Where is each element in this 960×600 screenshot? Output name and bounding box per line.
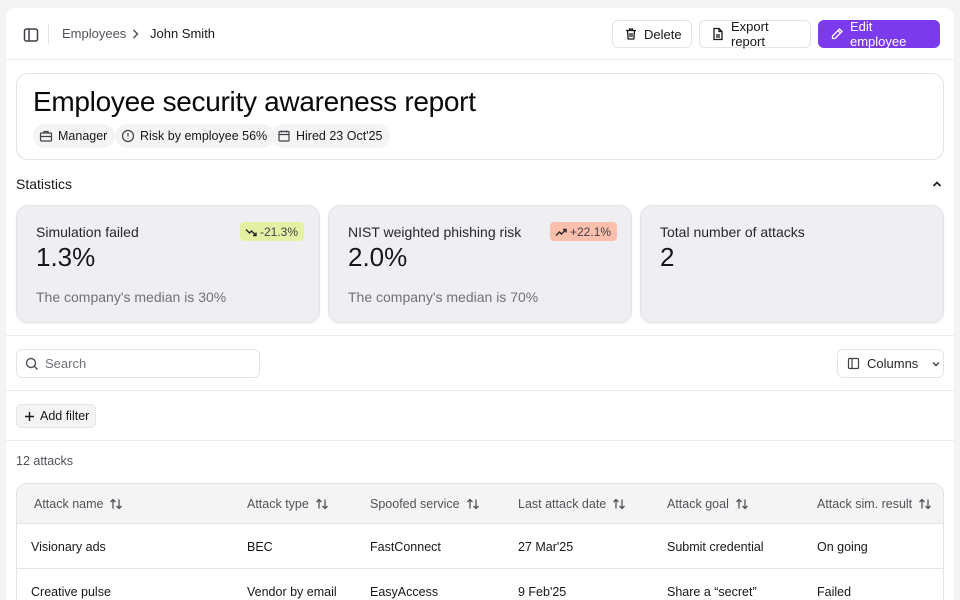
chevron-up-icon[interactable]: [931, 178, 943, 190]
search-field[interactable]: [16, 349, 260, 378]
attacks-table: Attack name Attack type Spoofed service …: [16, 483, 944, 600]
sort-icon: [466, 498, 479, 510]
sort-icon: [919, 498, 932, 510]
columns-label: Columns: [867, 356, 919, 371]
trend-up-icon: [555, 228, 567, 236]
cell-attack-goal: Submit credential: [667, 540, 764, 554]
stat-label: NIST weighted phishing risk: [348, 224, 522, 240]
column-header[interactable]: Attack goal: [667, 497, 749, 511]
briefcase-icon: [39, 130, 53, 142]
cell-attack-goal: Share a “secret”: [667, 585, 757, 599]
file-icon: [713, 27, 723, 41]
chevron-right-icon: [132, 29, 139, 39]
statistics-heading: Statistics: [16, 176, 73, 192]
calendar-icon: [278, 130, 290, 142]
sort-icon: [613, 498, 626, 510]
export-label: Export report: [731, 19, 769, 49]
trend-value: +22.1%: [570, 224, 612, 239]
divider: [6, 335, 954, 336]
risk-label: Risk by employee 56%: [140, 129, 268, 143]
trend-badge-up: +22.1%: [550, 222, 618, 241]
stat-value: 2.0%: [348, 242, 408, 272]
trend-value: -21.3%: [260, 224, 299, 239]
role-chip: Manager: [33, 124, 116, 148]
search-icon: [25, 357, 38, 370]
stat-label: Total number of attacks: [660, 224, 805, 240]
table-row[interactable]: Creative pulse Vendor by email EasyAcces…: [17, 569, 943, 600]
cell-last-attack-date: 9 Feb'25: [518, 585, 567, 599]
stat-card-simulation-failed: Simulation failed -21.3% 1.3% The compan…: [16, 205, 320, 323]
column-header[interactable]: Last attack date: [518, 497, 626, 511]
stat-label: Simulation failed: [36, 224, 139, 240]
hired-chip: Hired 23 Oct'25: [271, 124, 391, 148]
cell-sim-result: Failed: [817, 585, 852, 599]
column-header[interactable]: Attack name: [34, 497, 123, 511]
export-report-button[interactable]: Export report: [699, 19, 811, 49]
trend-down-icon: [245, 228, 257, 236]
trend-badge-down: -21.3%: [240, 222, 305, 241]
top-bar: Employees John Smith Delete Export repor…: [6, 8, 954, 60]
role-label: Manager: [58, 129, 108, 143]
edit-label: Edit employee: [850, 19, 907, 49]
hired-label: Hired 23 Oct'25: [296, 129, 383, 143]
search-input[interactable]: [45, 356, 245, 371]
stat-median: The company's median is 70%: [348, 289, 539, 305]
pencil-icon: [831, 28, 843, 40]
risk-chip: Risk by employee 56%: [115, 124, 276, 148]
cell-attack-name: Creative pulse: [31, 585, 111, 599]
delete-button[interactable]: Delete: [612, 20, 692, 48]
alert-circle-icon: [121, 129, 135, 143]
column-header[interactable]: Spoofed service: [370, 497, 480, 511]
column-label: Attack goal: [667, 497, 729, 511]
cell-spoofed-service: EasyAccess: [370, 585, 439, 599]
column-label: Attack sim. result: [817, 497, 913, 511]
stat-value: 1.3%: [36, 242, 96, 272]
columns-button[interactable]: Columns: [837, 349, 944, 378]
cell-sim-result: On going: [817, 540, 868, 554]
column-label: Attack name: [34, 497, 104, 511]
cell-last-attack-date: 27 Mar'25: [518, 540, 574, 554]
column-label: Spoofed service: [370, 497, 460, 511]
app-frame: Employees John Smith Delete Export repor…: [6, 8, 954, 600]
sidebar-toggle-icon[interactable]: [22, 26, 40, 44]
edit-employee-button[interactable]: Edit employee: [818, 19, 940, 49]
divider: [6, 390, 954, 391]
stat-card-nist-risk: NIST weighted phishing risk +22.1% 2.0% …: [328, 205, 632, 323]
column-label: Attack type: [247, 497, 309, 511]
trash-icon: [626, 28, 636, 40]
sort-icon: [735, 498, 748, 510]
plus-icon: [25, 411, 34, 421]
breadcrumb-employees[interactable]: Employees: [62, 26, 127, 41]
cell-spoofed-service: FastConnect: [370, 540, 441, 554]
columns-icon: [847, 357, 860, 370]
delete-label: Delete: [644, 26, 682, 42]
cell-attack-name: Visionary ads: [31, 540, 106, 554]
column-header[interactable]: Attack sim. result: [817, 497, 932, 511]
cell-attack-type: Vendor by email: [247, 585, 337, 599]
stat-median: The company's median is 30%: [36, 289, 227, 305]
chevron-down-icon: [932, 361, 940, 366]
stat-card-total-attacks: Total number of attacks 2: [640, 205, 944, 323]
add-filter-button[interactable]: Add filter: [16, 404, 96, 428]
divider: [6, 440, 954, 441]
breadcrumb-current: John Smith: [150, 26, 216, 41]
page-title: Employee security awareness report: [33, 86, 476, 117]
column-header[interactable]: Attack type: [247, 497, 329, 511]
report-header-card: Employee security awareness report Manag…: [16, 73, 944, 160]
column-label: Last attack date: [518, 497, 607, 511]
header-divider: [48, 24, 49, 44]
table-row[interactable]: Visionary ads BEC FastConnect 27 Mar'25 …: [17, 524, 943, 569]
attack-count: 12 attacks: [16, 454, 73, 468]
sort-icon: [110, 498, 123, 510]
cell-attack-type: BEC: [247, 540, 273, 554]
table-header: Attack name Attack type Spoofed service …: [17, 484, 943, 524]
stat-value: 2: [660, 242, 675, 272]
sort-icon: [315, 498, 328, 510]
add-filter-label: Add filter: [40, 409, 90, 423]
